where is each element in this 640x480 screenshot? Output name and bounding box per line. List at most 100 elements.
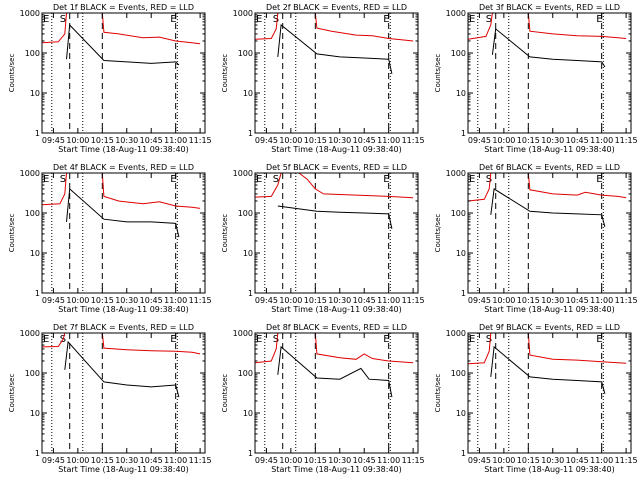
y-tick-label: 1000 bbox=[20, 9, 40, 18]
x-axis-label: Start Time (18-Aug-11 09:38:40) bbox=[58, 145, 189, 154]
plot-frame bbox=[467, 332, 632, 454]
end-marker-label: E bbox=[43, 14, 49, 25]
series-line-events bbox=[277, 24, 393, 75]
x-tick-label: 10:15 bbox=[517, 456, 540, 465]
y-tick-label: 100 bbox=[451, 369, 466, 378]
x-tick-label: 11:00 bbox=[377, 136, 400, 145]
x-tick-label: 10:30 bbox=[328, 296, 351, 305]
chart-title: Det 2f BLACK = Events, RED = LLD bbox=[266, 3, 407, 12]
start-marker-label: S bbox=[60, 174, 66, 185]
x-tick-label: 10:45 bbox=[566, 136, 589, 145]
x-tick-label: 10:00 bbox=[66, 296, 89, 305]
x-tick-label: 11:00 bbox=[377, 296, 400, 305]
x-tick-label: 10:15 bbox=[91, 456, 114, 465]
x-tick-label: 11:15 bbox=[402, 136, 425, 145]
x-tick-label: 10:45 bbox=[353, 136, 376, 145]
x-axis-label: Start Time (18-Aug-11 09:38:40) bbox=[58, 465, 189, 474]
x-tick-label: 11:15 bbox=[615, 456, 638, 465]
x-tick-label: 10:00 bbox=[279, 296, 302, 305]
series-line-lld bbox=[255, 173, 414, 199]
series-line-events bbox=[64, 340, 180, 398]
plot-frame bbox=[467, 12, 632, 134]
x-tick-label: 11:15 bbox=[189, 456, 212, 465]
series-line-events bbox=[277, 205, 393, 230]
y-tick-label: 1000 bbox=[20, 169, 40, 178]
y-tick-label: 1 bbox=[248, 449, 253, 458]
x-tick-label: 10:30 bbox=[115, 456, 138, 465]
x-axis-label: Start Time (18-Aug-11 09:38:40) bbox=[271, 145, 402, 154]
series-line-lld bbox=[255, 13, 414, 42]
x-tick-label: 11:00 bbox=[590, 136, 613, 145]
y-tick-label: 10 bbox=[243, 89, 253, 98]
y-tick-label: 10 bbox=[456, 409, 466, 418]
end-marker-label: E bbox=[469, 14, 475, 25]
end-marker-label: E bbox=[596, 334, 602, 345]
x-tick-label: 11:00 bbox=[590, 296, 613, 305]
end-marker-label: E bbox=[43, 174, 49, 185]
x-tick-label: 11:15 bbox=[189, 136, 212, 145]
chart-title: Det 1f BLACK = Events, RED = LLD bbox=[53, 3, 194, 12]
y-tick-label: 10 bbox=[456, 249, 466, 258]
end-marker-label: E bbox=[170, 14, 176, 25]
x-tick-label: 10:15 bbox=[304, 136, 327, 145]
series-line-events bbox=[491, 27, 606, 68]
series-line-events bbox=[66, 187, 180, 238]
x-tick-label: 09:45 bbox=[468, 136, 491, 145]
y-tick-label: 100 bbox=[238, 369, 253, 378]
y-tick-label: 100 bbox=[238, 209, 253, 218]
x-tick-label: 10:30 bbox=[541, 296, 564, 305]
y-axis-label: Counts/sec bbox=[221, 54, 229, 93]
start-marker-label: S bbox=[273, 14, 279, 25]
y-tick-label: 1 bbox=[461, 449, 466, 458]
series-line-lld bbox=[468, 13, 627, 40]
x-tick-label: 09:45 bbox=[42, 136, 65, 145]
end-marker-label: E bbox=[256, 334, 262, 345]
chart-title: Det 7f BLACK = Events, RED = LLD bbox=[53, 323, 194, 332]
x-tick-label: 10:30 bbox=[541, 456, 564, 465]
x-tick-label: 10:45 bbox=[353, 456, 376, 465]
y-tick-label: 1 bbox=[35, 129, 40, 138]
y-tick-label: 1 bbox=[461, 129, 466, 138]
x-tick-label: 11:15 bbox=[189, 296, 212, 305]
chart-title: Det 9f BLACK = Events, RED = LLD bbox=[479, 323, 620, 332]
series-line-lld bbox=[42, 333, 201, 355]
series-line-events bbox=[490, 188, 606, 228]
y-tick-label: 100 bbox=[451, 49, 466, 58]
series-line-lld bbox=[255, 333, 414, 364]
x-tick-label: 11:15 bbox=[615, 136, 638, 145]
x-axis-label: Start Time (18-Aug-11 09:38:40) bbox=[484, 145, 615, 154]
series-line-events bbox=[490, 345, 606, 395]
chart-title: Det 6f BLACK = Events, RED = LLD bbox=[479, 163, 620, 172]
series-line-lld bbox=[468, 333, 627, 365]
start-marker-label: S bbox=[273, 174, 279, 185]
y-tick-label: 1 bbox=[461, 289, 466, 298]
y-tick-label: 100 bbox=[25, 209, 40, 218]
end-marker-label: E bbox=[596, 174, 602, 185]
plot-frame bbox=[254, 332, 419, 454]
x-tick-label: 10:00 bbox=[279, 456, 302, 465]
chart-title: Det 8f BLACK = Events, RED = LLD bbox=[266, 323, 407, 332]
x-tick-label: 10:30 bbox=[541, 136, 564, 145]
y-axis-label: Counts/sec bbox=[221, 214, 229, 253]
x-tick-label: 09:45 bbox=[255, 296, 278, 305]
start-marker-label: S bbox=[486, 14, 492, 25]
x-tick-label: 10:30 bbox=[328, 456, 351, 465]
y-tick-label: 1000 bbox=[446, 9, 466, 18]
x-tick-label: 10:00 bbox=[492, 456, 515, 465]
y-tick-label: 10 bbox=[456, 89, 466, 98]
y-axis-label: Counts/sec bbox=[434, 214, 442, 253]
x-axis-label: Start Time (18-Aug-11 09:38:40) bbox=[271, 305, 402, 314]
x-tick-label: 11:15 bbox=[402, 296, 425, 305]
end-marker-label: E bbox=[170, 174, 176, 185]
end-marker-label: E bbox=[43, 334, 49, 345]
x-axis-label: Start Time (18-Aug-11 09:38:40) bbox=[271, 465, 402, 474]
y-tick-label: 1000 bbox=[233, 329, 253, 338]
x-tick-label: 09:45 bbox=[468, 456, 491, 465]
y-tick-label: 10 bbox=[243, 249, 253, 258]
